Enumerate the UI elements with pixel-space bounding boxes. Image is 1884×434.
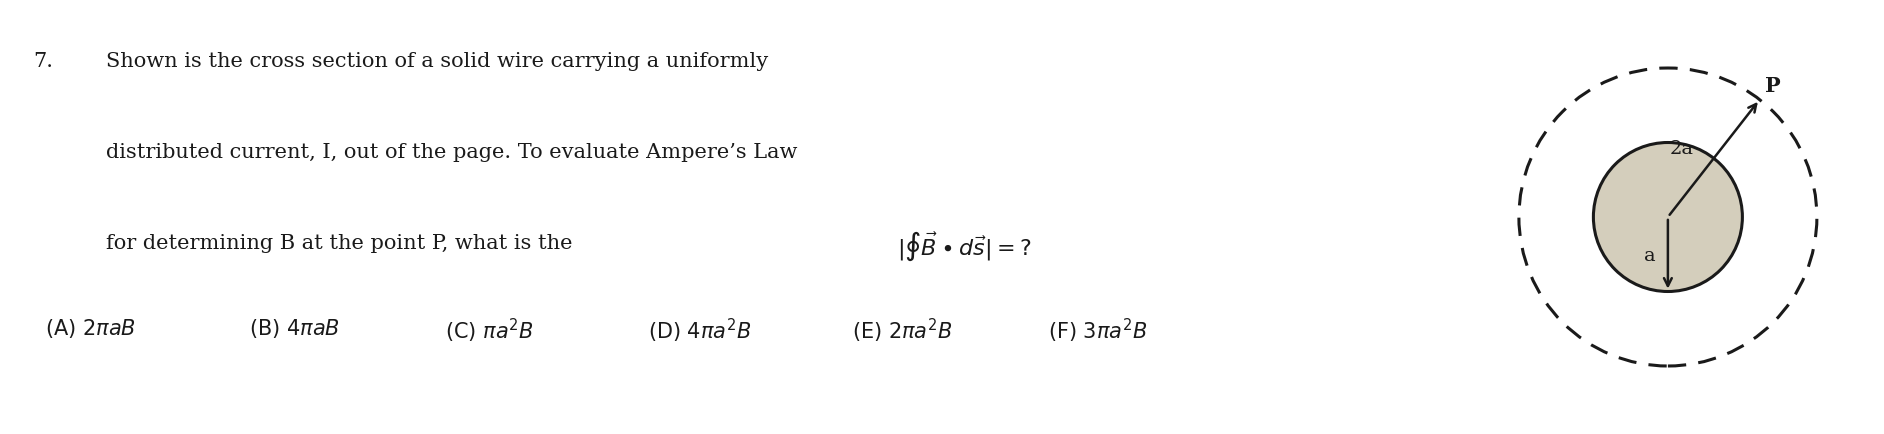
Text: (C) $\pi a^2 B$: (C) $\pi a^2 B$ xyxy=(445,317,533,345)
Text: distributed current, I, out of the page. To evaluate Ampere’s Law: distributed current, I, out of the page.… xyxy=(106,143,797,162)
Text: (A) $2\pi aB$: (A) $2\pi aB$ xyxy=(45,317,136,340)
Circle shape xyxy=(1594,142,1743,292)
Text: (B) $4\pi aB$: (B) $4\pi aB$ xyxy=(249,317,339,340)
Text: Shown is the cross section of a solid wire carrying a uniformly: Shown is the cross section of a solid wi… xyxy=(106,52,769,71)
Text: 2a: 2a xyxy=(1669,140,1694,158)
Text: $|\oint \vec{B} \bullet d\vec{s}| = ?$: $|\oint \vec{B} \bullet d\vec{s}| = ?$ xyxy=(897,230,1031,263)
Text: (F) $3\pi a^2 B$: (F) $3\pi a^2 B$ xyxy=(1048,317,1147,345)
Text: a: a xyxy=(1645,247,1656,265)
Text: P: P xyxy=(1765,76,1780,96)
Text: 7.: 7. xyxy=(34,52,53,71)
Text: (E) $2\pi a^2 B$: (E) $2\pi a^2 B$ xyxy=(852,317,951,345)
Text: for determining B at the point P, what is the: for determining B at the point P, what i… xyxy=(106,234,573,253)
Text: (D) $4\pi a^2 B$: (D) $4\pi a^2 B$ xyxy=(648,317,752,345)
